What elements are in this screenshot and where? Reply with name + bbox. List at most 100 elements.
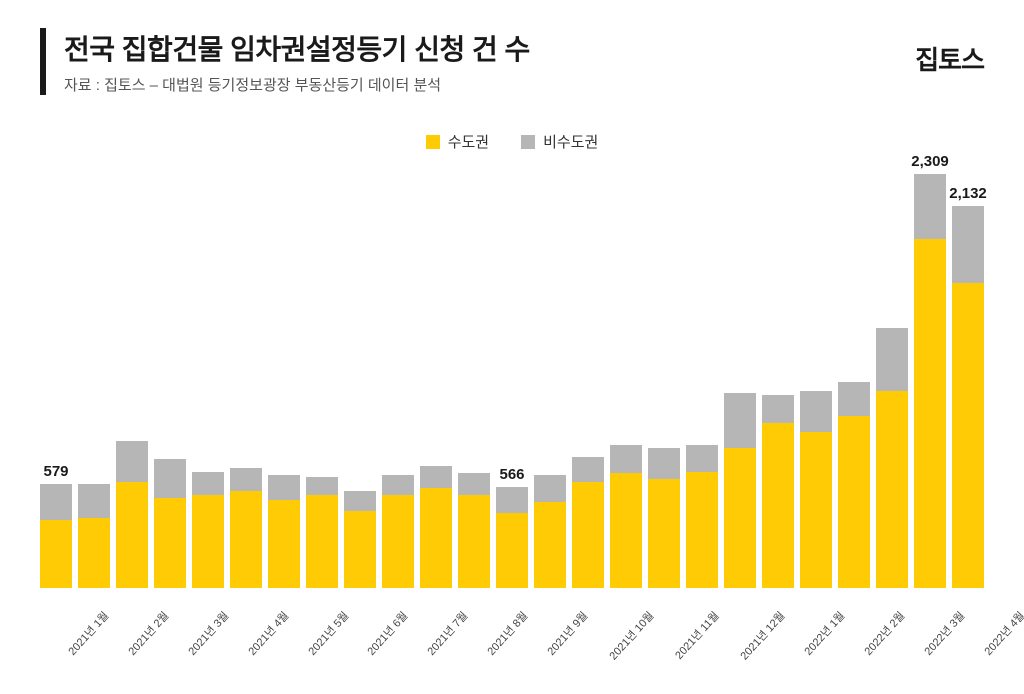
bar-stack [496,487,528,588]
bar-segment-series1 [800,432,832,588]
bar-segment-series2 [116,441,148,482]
x-axis-label: 2021년 9월 [543,608,609,675]
bar-slot: 2,309 [914,174,946,588]
bar-segment-series1 [154,498,186,588]
bar-segment-series2 [40,484,72,520]
legend-item-series1: 수도권 [426,131,489,152]
bar-segment-series2 [952,206,984,283]
bar-slot [306,477,338,588]
bar-segment-series2 [838,382,870,416]
bar-segment-series1 [762,423,794,588]
bar-segment-series2 [914,174,946,238]
x-axis-label: 2022년 2월 [860,608,926,675]
bar-segment-series1 [382,495,414,588]
bars-container: 579 566 2,3092,132 [40,158,984,588]
bar-segment-series2 [762,395,794,424]
bar-segment-series2 [876,328,908,391]
bar-stack [876,328,908,588]
bar-stack [458,473,490,588]
bar-segment-series2 [458,473,490,495]
bar-value-label: 2,309 [911,153,949,170]
bar-stack [838,382,870,588]
legend-item-series2: 비수도권 [521,131,598,152]
bar-slot: 2,132 [952,206,984,588]
x-axis-label: 2021년 8월 [483,608,549,675]
bar-slot [192,472,224,588]
bar-stack [382,475,414,588]
bar-stack [268,475,300,588]
bar-stack [230,468,262,588]
bar-segment-series1 [572,482,604,588]
legend-label-series1: 수도권 [448,131,489,152]
bar-stack [534,475,566,588]
bar-stack [800,391,832,588]
bar-segment-series1 [40,520,72,588]
legend: 수도권 비수도권 [40,131,984,152]
x-axis-label: 2021년 7월 [424,608,490,675]
bar-segment-series2 [382,475,414,495]
bar-slot [382,475,414,588]
bar-value-label: 2,132 [949,185,987,202]
bar-stack [686,445,718,588]
bar-segment-series2 [192,472,224,495]
bar-stack [914,174,946,588]
bar-stack [192,472,224,588]
bar-segment-series2 [268,475,300,500]
bar-stack [762,395,794,588]
bar-slot: 579 [40,484,72,588]
bar-segment-series2 [534,475,566,502]
bar-segment-series2 [496,487,528,513]
bar-slot [344,491,376,588]
bar-slot [800,391,832,588]
x-axis-label: 2022년 4월 [980,608,1024,675]
bar-slot: 566 [496,487,528,588]
bar-slot [534,475,566,588]
bar-stack [724,393,756,588]
x-axis-label: 2021년 2월 [124,608,190,675]
bar-segment-series1 [344,511,376,588]
title-block: 전국 집합건물 임차권설정등기 신청 건 수 자료 : 집토스 – 대법원 등기… [40,28,984,95]
x-axis-label: 2021년 11월 [671,608,740,679]
x-axis-label: 2022년 1월 [800,608,866,675]
bar-slot [458,473,490,588]
bar-segment-series1 [534,502,566,588]
bar-segment-series1 [914,239,946,588]
bar-slot [724,393,756,588]
brand-logo: 집토스 [915,40,984,77]
bar-slot [116,441,148,588]
bar-slot [648,448,680,588]
bar-segment-series1 [116,482,148,588]
bar-segment-series2 [344,491,376,511]
bar-segment-series1 [724,448,756,588]
x-axis-label: 2021년 12월 [736,608,806,679]
bar-segment-series1 [268,500,300,588]
bar-stack [306,477,338,588]
bar-segment-series2 [306,477,338,495]
bar-stack [572,457,604,588]
bar-segment-series1 [192,495,224,588]
chart-title: 전국 집합건물 임차권설정등기 신청 건 수 [64,28,984,68]
bar-slot [876,328,908,588]
bar-slot [762,395,794,588]
bar-segment-series1 [78,518,110,588]
x-axis-label: 2021년 3월 [184,608,250,675]
bar-stack [610,445,642,588]
bar-slot [686,445,718,588]
bar-segment-series2 [230,468,262,491]
bar-slot [838,382,870,588]
bar-segment-series1 [496,513,528,588]
bar-slot [268,475,300,588]
legend-swatch-series2 [521,135,535,149]
bar-segment-series1 [306,495,338,588]
chart-plot-area: 579 566 2,3092,132 [40,158,984,588]
bar-segment-series1 [648,479,680,588]
bar-slot [230,468,262,588]
x-axis-label: 2022년 3월 [920,608,986,675]
x-axis-label: 2021년 6월 [364,608,430,675]
bar-segment-series1 [876,391,908,588]
bar-segment-series2 [78,484,110,518]
bar-segment-series2 [686,445,718,472]
chart-subtitle: 자료 : 집토스 – 대법원 등기정보광장 부동산등기 데이터 분석 [64,74,984,95]
bar-slot [154,459,186,588]
bar-slot [610,445,642,588]
